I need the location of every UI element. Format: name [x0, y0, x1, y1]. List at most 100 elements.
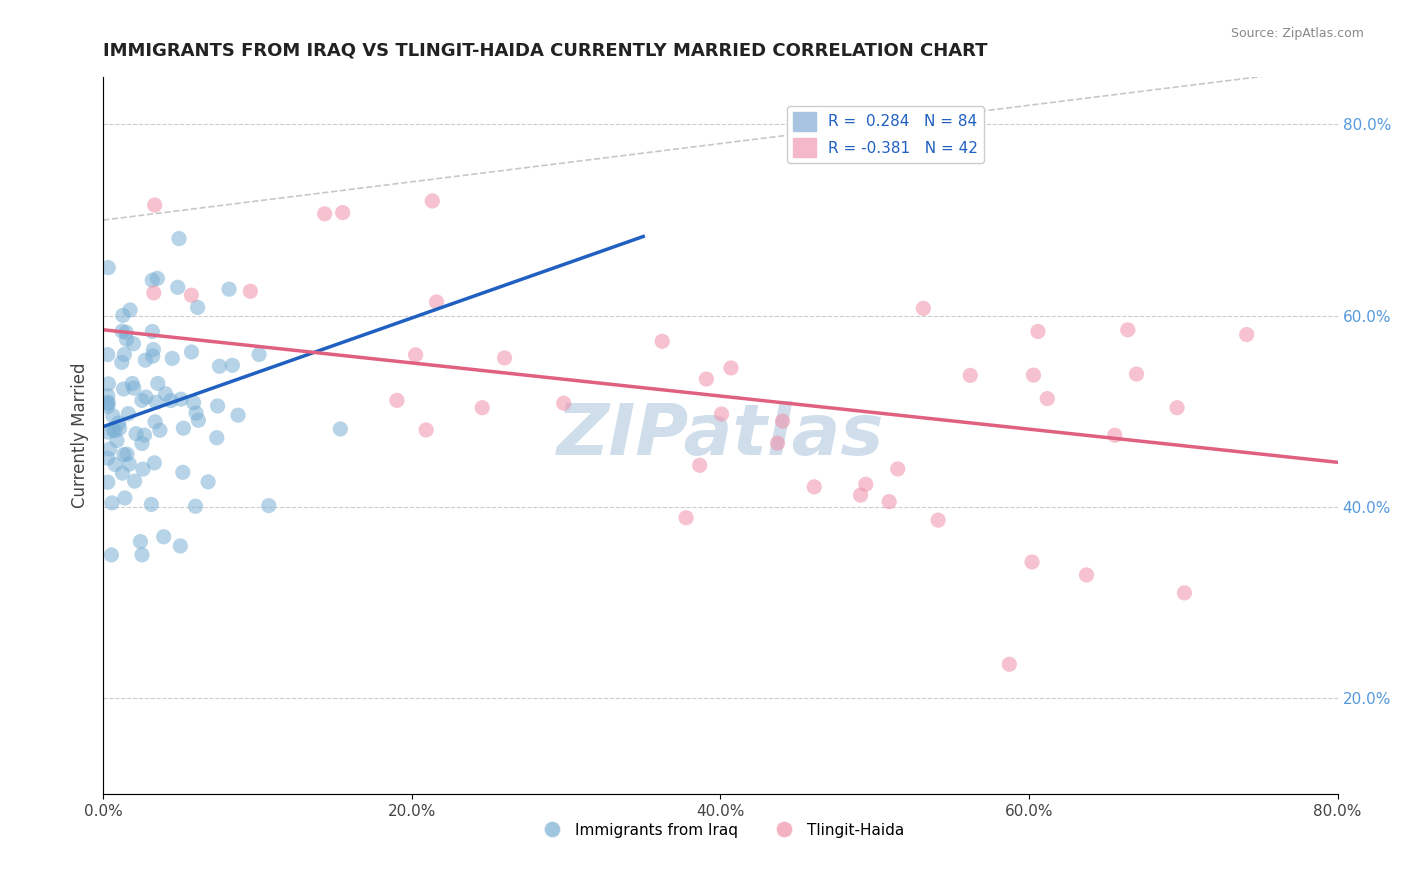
Point — [166, 280, 188, 294]
Point — [111, 466, 134, 480]
Point — [1026, 325, 1049, 339]
Point — [160, 393, 183, 408]
Y-axis label: Currently Married: Currently Married — [72, 362, 89, 508]
Point — [257, 499, 280, 513]
Point — [1166, 401, 1188, 415]
Point — [1125, 367, 1147, 381]
Point — [135, 390, 157, 404]
Point — [226, 408, 249, 422]
Point — [134, 353, 156, 368]
Point — [132, 462, 155, 476]
Point — [97, 451, 120, 466]
Point — [877, 494, 900, 508]
Point — [803, 480, 825, 494]
Point — [105, 434, 128, 448]
Point — [118, 457, 141, 471]
Point — [146, 271, 169, 285]
Point — [420, 194, 443, 208]
Point — [111, 324, 134, 338]
Point — [180, 288, 202, 302]
Point — [97, 260, 120, 275]
Point — [169, 539, 191, 553]
Point — [221, 359, 243, 373]
Point — [218, 282, 240, 296]
Point — [1173, 586, 1195, 600]
Point — [332, 205, 354, 219]
Point — [115, 326, 138, 340]
Point — [112, 448, 135, 462]
Point — [1021, 555, 1043, 569]
Point — [111, 355, 134, 369]
Point — [385, 393, 408, 408]
Point — [97, 475, 120, 490]
Point — [180, 345, 202, 359]
Point — [689, 458, 711, 473]
Point — [651, 334, 673, 349]
Point — [675, 510, 697, 524]
Point — [131, 393, 153, 408]
Point — [114, 491, 136, 505]
Point — [1104, 428, 1126, 442]
Point — [115, 447, 138, 461]
Point — [145, 395, 167, 409]
Point — [125, 426, 148, 441]
Point — [471, 401, 494, 415]
Point — [118, 303, 141, 318]
Legend: Immigrants from Iraq, Tlingit-Haida: Immigrants from Iraq, Tlingit-Haida — [530, 816, 910, 844]
Point — [172, 421, 194, 435]
Point — [314, 207, 336, 221]
Point — [121, 376, 143, 391]
Point — [912, 301, 935, 316]
Point — [142, 343, 165, 357]
Point — [107, 416, 129, 430]
Point — [720, 361, 742, 376]
Point — [1076, 568, 1098, 582]
Point — [208, 359, 231, 374]
Point — [927, 513, 949, 527]
Point — [155, 387, 177, 401]
Point — [197, 475, 219, 489]
Point — [97, 395, 120, 409]
Point — [97, 376, 120, 391]
Point — [104, 424, 127, 438]
Point — [108, 421, 131, 435]
Point — [695, 372, 717, 386]
Text: Source: ZipAtlas.com: Source: ZipAtlas.com — [1230, 27, 1364, 40]
Point — [998, 657, 1021, 672]
Point — [97, 348, 120, 362]
Point — [1022, 368, 1045, 382]
Point — [101, 423, 124, 437]
Point — [115, 332, 138, 346]
Point — [187, 413, 209, 427]
Point — [141, 498, 163, 512]
Point — [97, 425, 120, 439]
Point — [167, 231, 190, 245]
Point — [122, 381, 145, 395]
Point — [247, 347, 270, 361]
Point — [152, 530, 174, 544]
Point — [710, 407, 733, 421]
Point — [98, 442, 121, 456]
Point — [124, 474, 146, 488]
Point — [112, 347, 135, 361]
Point — [766, 436, 789, 450]
Point — [160, 351, 183, 366]
Point — [143, 198, 166, 212]
Point — [855, 477, 877, 491]
Point — [129, 534, 152, 549]
Point — [100, 548, 122, 562]
Point — [415, 423, 437, 437]
Point — [97, 396, 120, 410]
Point — [184, 500, 207, 514]
Point — [142, 285, 165, 300]
Text: IMMIGRANTS FROM IRAQ VS TLINGIT-HAIDA CURRENTLY MARRIED CORRELATION CHART: IMMIGRANTS FROM IRAQ VS TLINGIT-HAIDA CU… — [103, 42, 987, 60]
Point — [170, 392, 193, 407]
Point — [1236, 327, 1258, 342]
Point — [187, 301, 209, 315]
Point — [494, 351, 516, 365]
Point — [849, 488, 872, 502]
Point — [143, 456, 166, 470]
Point — [172, 466, 194, 480]
Point — [149, 423, 172, 437]
Point — [141, 273, 163, 287]
